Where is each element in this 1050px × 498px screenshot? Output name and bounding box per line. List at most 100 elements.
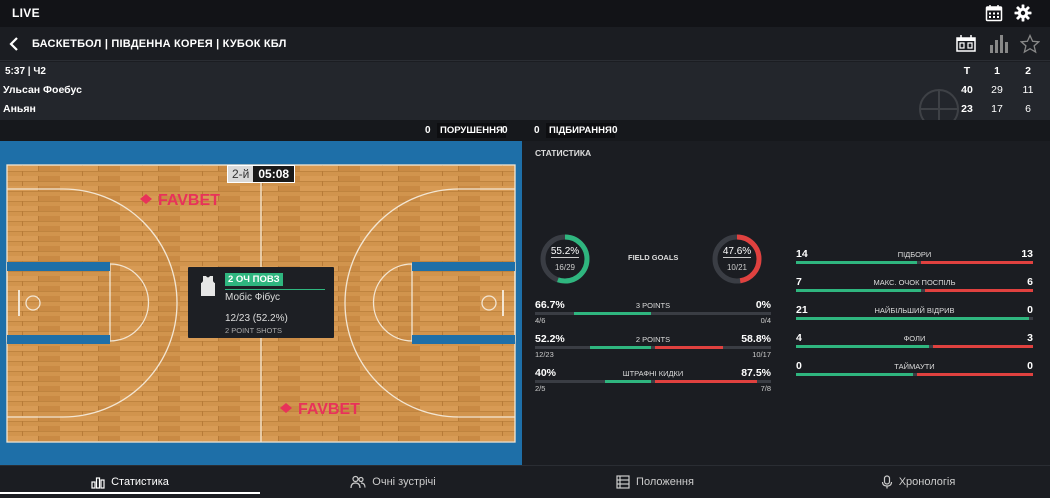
comparison-row-rebounds: 14 ПІДБОРИ 13	[796, 248, 1033, 274]
row-label: ШТРАФНІ КИДКИ	[622, 369, 684, 378]
match-clock: 5:37 | Ч2	[5, 66, 46, 77]
favbet-logo-bottom: FAVBET	[280, 401, 360, 418]
away-value: 0	[1027, 360, 1033, 372]
away-count: 7/8	[760, 384, 771, 393]
bar-track	[535, 312, 771, 315]
player-stat-value: 12/23 (52.2%)	[225, 313, 288, 324]
away-q2: 6	[1025, 103, 1031, 115]
calendar-icon[interactable]	[985, 4, 1003, 22]
bar-track	[535, 346, 771, 349]
home-value: 7	[796, 276, 802, 288]
tab-label: Статистика	[111, 476, 169, 488]
home-bar	[590, 346, 651, 349]
column-q2: 2	[1025, 65, 1031, 77]
tab-standings[interactable]: Положення	[524, 466, 786, 498]
home-fg-pct: 55.2%	[550, 246, 580, 258]
scoreboard: 5:37 | Ч2 Т 1 2 Ульсан Фоебус 40 29 11 А…	[0, 62, 1050, 120]
home-bar	[796, 289, 922, 292]
home-pct: 66.7%	[535, 299, 565, 311]
home-value: 21	[796, 304, 808, 316]
ring-progress	[540, 234, 590, 284]
play-popup: 2 ОЧ ПОВЗ Мобіс Фібус 12/23 (52.2%) 2 PO…	[188, 267, 334, 338]
row-label: МАКС. ОЧОК ПОСПІЛЬ	[873, 278, 956, 287]
people-icon	[350, 475, 366, 489]
jersey-icon	[201, 276, 215, 296]
comparison-row-fouls: 4 ФОЛИ 3	[796, 332, 1033, 358]
rebounds-label: ПІДБИРАННЯ	[546, 123, 615, 138]
away-value: 13	[1021, 248, 1033, 260]
svg-text:FAVBET: FAVBET	[158, 192, 220, 209]
home-q1: 29	[991, 84, 1003, 96]
tab-statistics[interactable]: Статистика	[0, 466, 260, 498]
away-value: 6	[1027, 276, 1033, 288]
away-team-name: Аньян	[3, 103, 36, 115]
shooting-row-2pt: 52.2% 2 POINTS 58.8% 12/23 10/17	[535, 333, 771, 359]
basketball-watermark-icon	[919, 89, 959, 120]
row-label: НАЙБІЛЬШИЙ ВІДРИВ	[874, 306, 955, 315]
stats-chart-icon[interactable]	[989, 34, 1009, 54]
row-label: ПІДБОРИ	[897, 250, 932, 259]
home-value: 4	[796, 332, 802, 344]
away-pct: 58.8%	[741, 333, 771, 345]
column-q1: 1	[994, 65, 1000, 77]
fouls-rebounds-strip: 0 ПОРУШЕННЯ 0 0 ПІДБИРАННЯ 0	[0, 120, 1050, 141]
tab-head-to-head[interactable]: Очні зустрічі	[262, 466, 524, 498]
fouls-label: ПОРУШЕННЯ	[437, 123, 506, 138]
away-bar	[916, 373, 1033, 376]
tab-label: Хронологія	[898, 476, 956, 488]
field-goals-label: FIELD GOALS	[628, 253, 679, 262]
bar-track	[796, 373, 1033, 376]
home-field-goals-ring: 55.2% 16/29	[539, 233, 591, 285]
home-team-name: Ульсан Фоебус	[3, 84, 82, 96]
comparison-row-max-run: 7 МАКС. ОЧОК ПОСПІЛЬ 6	[796, 276, 1033, 302]
home-count: 4/6	[535, 316, 546, 325]
comparison-row-biggest-lead: 21 НАЙБІЛЬШИЙ ВІДРИВ 0	[796, 304, 1033, 330]
tab-label: Положення	[636, 476, 694, 488]
home-total: 40	[961, 84, 973, 96]
away-fg-count: 10/21	[726, 263, 748, 272]
rebounds-away: 0	[612, 125, 618, 136]
home-fg-count: 16/29	[554, 263, 576, 272]
statistics-panel: СТАТИСТИКА 55.2% 16/29 FIELD GOALS 47.6%…	[522, 141, 1050, 465]
away-value: 0	[1027, 304, 1033, 316]
home-bar	[573, 312, 651, 315]
bar-track	[535, 380, 771, 383]
period-clock: 2-й 05:08	[227, 165, 296, 183]
tab-label: Очні зустрічі	[372, 476, 436, 488]
home-bar	[796, 373, 913, 376]
home-pct: 52.2%	[535, 333, 565, 345]
shooting-row-free-throws: 40% ШТРАФНІ КИДКИ 87.5% 2/5 7/8	[535, 367, 771, 393]
event-title: БАСКЕТБОЛ | ПІВДЕННА КОРЕЯ | КУБОК КБЛ	[32, 38, 287, 50]
shooting-row-3pt: 66.7% 3 POINTS 0% 4/6 0/4	[535, 299, 771, 325]
player-stat-label: 2 POINT SHOTS	[225, 326, 282, 335]
away-bar	[920, 261, 1033, 264]
statistics-title: СТАТИСТИКА	[535, 148, 592, 158]
row-label: ТАЙМАУТИ	[894, 362, 935, 371]
home-value: 14	[796, 248, 808, 260]
away-bar	[933, 345, 1033, 348]
away-bar	[925, 289, 1033, 292]
ring-progress	[712, 234, 762, 284]
away-count: 0/4	[760, 316, 771, 325]
home-count: 12/23	[535, 350, 554, 359]
away-pct: 87.5%	[741, 367, 771, 379]
home-bar	[604, 380, 651, 383]
active-tab-underline	[0, 492, 260, 494]
favorite-star-icon[interactable]	[1020, 34, 1040, 54]
period-time: 05:08	[253, 166, 295, 182]
gear-icon[interactable]	[1014, 4, 1032, 22]
away-field-goals-ring: 47.6% 10/21	[711, 233, 763, 285]
top-bar: LIVE	[0, 0, 1050, 27]
bar-chart-icon	[91, 477, 105, 489]
away-total: 23	[961, 103, 973, 115]
home-bar	[796, 261, 917, 264]
home-pct: 40%	[535, 367, 557, 379]
svg-text:FAVBET: FAVBET	[298, 401, 360, 418]
back-arrow-icon[interactable]	[6, 35, 22, 53]
microphone-icon	[881, 475, 892, 489]
favbet-logo-top: FAVBET	[140, 192, 220, 209]
comparison-row-timeouts: 0 ТАЙМАУТИ 0	[796, 360, 1033, 386]
tab-timeline[interactable]: Хронологія	[786, 466, 1050, 498]
home-bar	[796, 317, 1029, 320]
scoreboard-icon[interactable]	[956, 34, 976, 54]
